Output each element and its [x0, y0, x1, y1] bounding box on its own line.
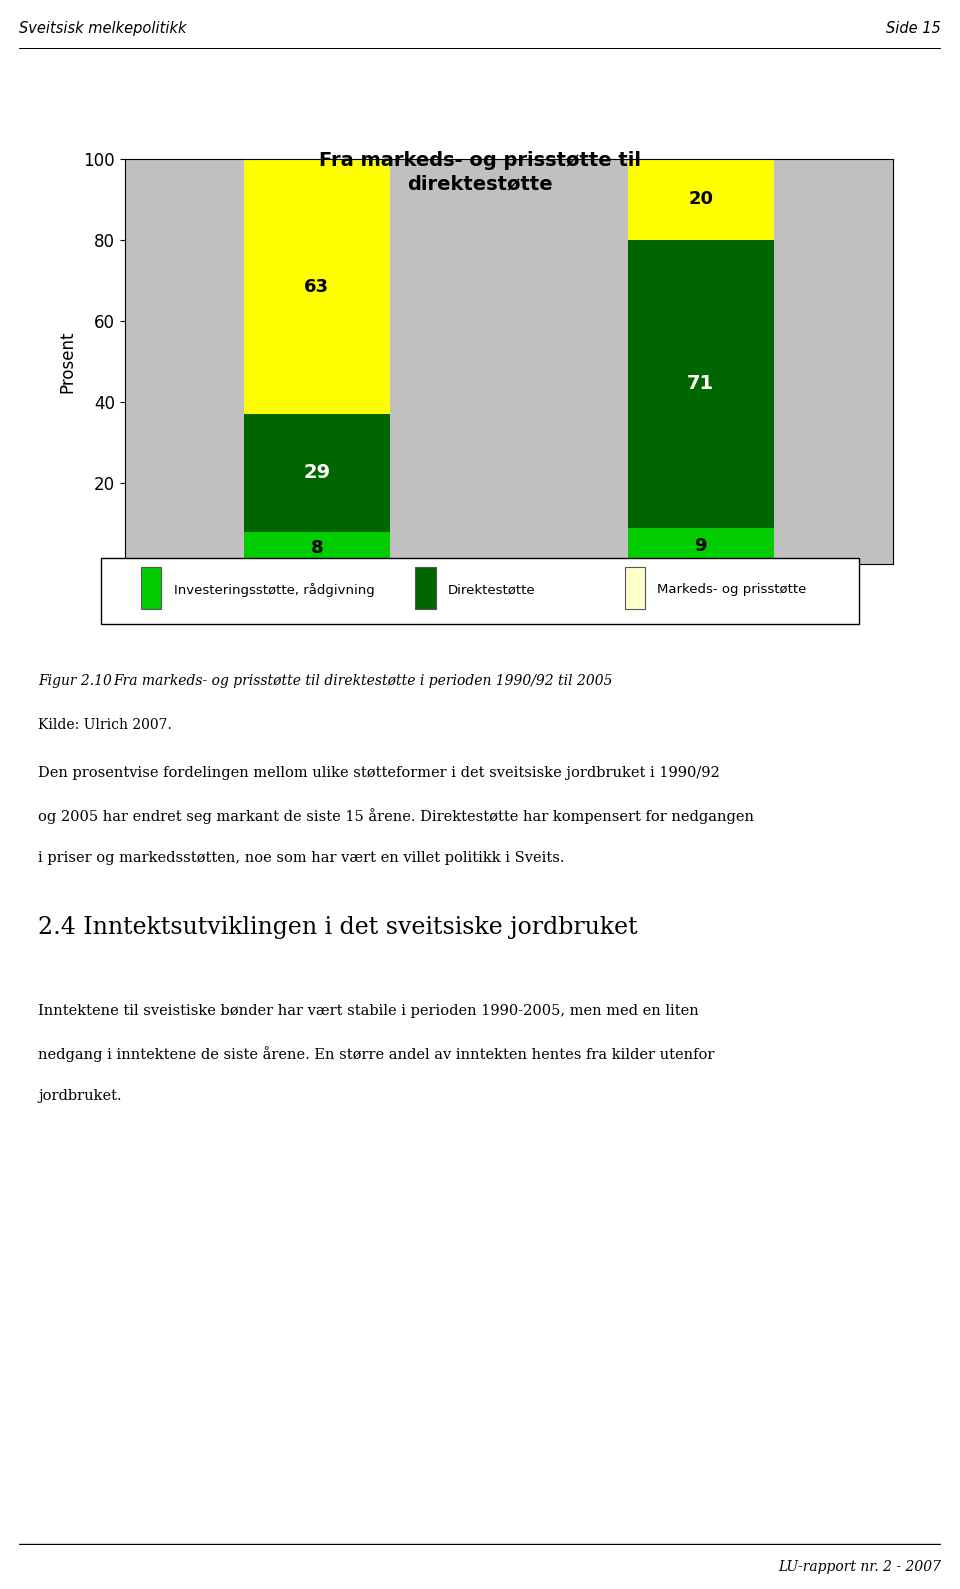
- Text: og 2005 har endret seg markant de siste 15 årene. Direktestøtte har kompensert f: og 2005 har endret seg markant de siste …: [38, 809, 755, 825]
- Text: Den prosentvise fordelingen mellom ulike støtteformer i det sveitsiske jordbruke: Den prosentvise fordelingen mellom ulike…: [38, 766, 720, 780]
- Text: i priser og markedsstøtten, noe som har vært en villet politikk i Sveits.: i priser og markedsstøtten, noe som har …: [38, 850, 564, 864]
- Text: jordbruket.: jordbruket.: [38, 1088, 122, 1103]
- Text: Markeds- og prisstøtte: Markeds- og prisstøtte: [658, 583, 806, 596]
- Text: Fra markeds- og prisstøtte til
direktestøtte: Fra markeds- og prisstøtte til direktest…: [319, 151, 641, 194]
- Bar: [244, 159, 390, 415]
- FancyBboxPatch shape: [625, 567, 645, 609]
- Text: Sveitsisk melkepolitikk: Sveitsisk melkepolitikk: [19, 21, 186, 35]
- Text: LU-rapport nr. 2 - 2007: LU-rapport nr. 2 - 2007: [778, 1560, 941, 1575]
- Text: Investeringsstøtte, rådgivning: Investeringsstøtte, rådgivning: [174, 583, 374, 597]
- Text: Inntektene til sveistiske bønder har vært stabile i perioden 1990-2005, men med : Inntektene til sveistiske bønder har vær…: [38, 1004, 699, 1019]
- Bar: [244, 532, 390, 564]
- FancyBboxPatch shape: [416, 567, 436, 609]
- Text: 8: 8: [310, 539, 324, 556]
- Bar: [628, 159, 774, 240]
- Text: 29: 29: [303, 464, 330, 483]
- Text: Fra markeds- og prisstøtte til direktestøtte i perioden 1990/92 til 2005: Fra markeds- og prisstøtte til direktest…: [113, 674, 613, 688]
- Bar: [244, 415, 390, 532]
- FancyBboxPatch shape: [141, 567, 161, 609]
- Text: Figur 2.10: Figur 2.10: [38, 674, 112, 688]
- Bar: [628, 528, 774, 564]
- Text: 20: 20: [688, 191, 713, 208]
- Text: nedgang i inntektene de siste årene. En større andel av inntekten hentes fra kil: nedgang i inntektene de siste årene. En …: [38, 1047, 715, 1063]
- Bar: [628, 240, 774, 528]
- Text: Side 15: Side 15: [886, 21, 941, 35]
- Text: Kilde: Ulrich 2007.: Kilde: Ulrich 2007.: [38, 718, 172, 731]
- Text: 9: 9: [694, 537, 708, 555]
- Text: 2.4 Inntektsutviklingen i det sveitsiske jordbruket: 2.4 Inntektsutviklingen i det sveitsiske…: [38, 915, 638, 939]
- Bar: [101, 558, 859, 624]
- Text: Direktestøtte: Direktestøtte: [447, 583, 536, 596]
- Text: 71: 71: [687, 375, 714, 394]
- Y-axis label: Prosent: Prosent: [59, 331, 77, 392]
- Text: 63: 63: [304, 278, 329, 296]
